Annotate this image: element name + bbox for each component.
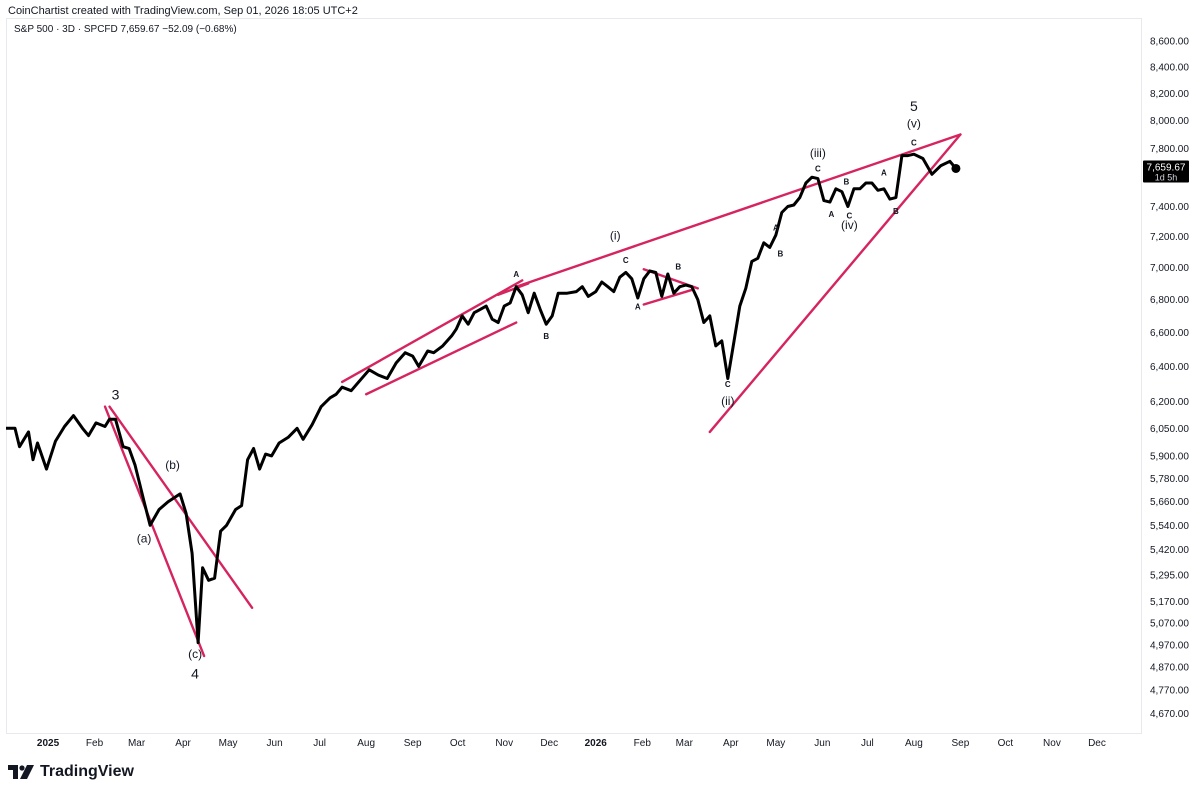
x-tick-label: Sep bbox=[404, 738, 422, 749]
y-tick-label: 5,660.00 bbox=[1150, 497, 1189, 508]
y-tick-label: 5,540.00 bbox=[1150, 521, 1189, 532]
wave-label: B bbox=[843, 177, 849, 186]
wave-label: (iv) bbox=[841, 218, 858, 232]
wave-label: (iii) bbox=[810, 146, 826, 160]
x-tick-label: Jul bbox=[313, 738, 326, 749]
y-tick-label: 5,295.00 bbox=[1150, 571, 1189, 582]
x-tick-label: Oct bbox=[450, 738, 466, 749]
x-tick-label: Feb bbox=[86, 738, 104, 749]
trendline bbox=[364, 321, 518, 396]
wave-label: A bbox=[828, 210, 834, 219]
wave-label: (c) bbox=[188, 647, 202, 661]
x-tick-label: May bbox=[766, 738, 785, 749]
price-tag-box bbox=[1143, 160, 1189, 183]
x-axis: 2025 Feb Mar Apr May Jun Jul Aug Sep Oct Nov Dec 202… bbox=[37, 738, 1106, 749]
y-tick-label: 6,200.00 bbox=[1150, 397, 1189, 408]
wave-label: C bbox=[846, 211, 852, 220]
y-tick-label: 7,200.00 bbox=[1150, 232, 1189, 243]
wave-label: 5 bbox=[910, 98, 918, 114]
wave-label: (v) bbox=[907, 117, 921, 131]
price-series bbox=[6, 152, 961, 645]
last-price-dot bbox=[951, 163, 961, 173]
x-tick-label: Oct bbox=[998, 738, 1014, 749]
countdown-label: 1d 5h bbox=[1155, 173, 1178, 183]
y-axis: 8,600.00 8,400.00 8,200.00 8,000.00 7,800.00… bbox=[1150, 37, 1189, 720]
wave-label: (a) bbox=[137, 531, 152, 545]
trendline bbox=[515, 133, 962, 288]
wave-label: C bbox=[815, 164, 821, 173]
x-tick-label: Nov bbox=[1043, 738, 1061, 749]
x-tick-label: Aug bbox=[905, 738, 923, 749]
wave-label: A bbox=[635, 302, 641, 311]
y-tick-label: 6,050.00 bbox=[1150, 424, 1189, 435]
x-tick-label: Sep bbox=[952, 738, 970, 749]
trendline bbox=[108, 405, 254, 609]
wave-label: C bbox=[911, 139, 917, 148]
wave-label: 4 bbox=[191, 666, 199, 682]
y-tick-label: 8,600.00 bbox=[1150, 37, 1189, 48]
wave-labels: 3(a)(b)(c)4AB(i)CABC(ii)AB(iii)CABC(iv)A… bbox=[112, 98, 921, 681]
wave-label: B bbox=[777, 250, 783, 259]
y-tick-label: 8,200.00 bbox=[1150, 89, 1189, 100]
wave-label: (ii) bbox=[721, 394, 734, 408]
x-tick-label: Mar bbox=[128, 738, 146, 749]
trendline bbox=[642, 288, 694, 306]
wave-label: (i) bbox=[610, 229, 621, 243]
chart-frame bbox=[6, 18, 1142, 734]
y-tick-label: 4,970.00 bbox=[1150, 640, 1189, 651]
chart-credit: CoinChartist created with TradingView.co… bbox=[8, 5, 358, 17]
y-tick-label: 8,400.00 bbox=[1150, 62, 1189, 73]
x-tick-label: Dec bbox=[540, 738, 558, 749]
y-tick-label: 6,600.00 bbox=[1150, 328, 1189, 339]
tradingview-logo: TradingView bbox=[8, 763, 134, 781]
y-tick-label: 5,070.00 bbox=[1150, 618, 1189, 629]
trendline bbox=[708, 133, 962, 434]
current-price-label: 7,659.67 bbox=[1147, 163, 1186, 174]
wave-label: C bbox=[623, 256, 629, 265]
y-tick-label: 4,870.00 bbox=[1150, 663, 1189, 674]
y-tick-label: 5,900.00 bbox=[1150, 451, 1189, 462]
x-tick-label: Jul bbox=[861, 738, 874, 749]
wave-label: B bbox=[675, 262, 681, 271]
y-tick-label: 5,420.00 bbox=[1150, 545, 1189, 556]
wave-label: B bbox=[893, 207, 899, 216]
x-tick-label: Nov bbox=[495, 738, 513, 749]
y-tick-label: 6,400.00 bbox=[1150, 362, 1189, 373]
x-tick-label: Aug bbox=[357, 738, 375, 749]
y-tick-label: 7,400.00 bbox=[1150, 202, 1189, 213]
trendline bbox=[103, 405, 206, 658]
y-tick-label: 7,000.00 bbox=[1150, 263, 1189, 274]
symbol-info: S&P 500 · 3D · SPCFD 7,659.67 −52.09 (−0… bbox=[14, 24, 237, 35]
y-tick-label: 4,670.00 bbox=[1150, 709, 1189, 720]
y-tick-label: 5,780.00 bbox=[1150, 474, 1189, 485]
x-tick-label: Jun bbox=[814, 738, 830, 749]
x-tick-label: Apr bbox=[723, 738, 739, 749]
x-tick-label: Apr bbox=[175, 738, 191, 749]
tradingview-wordmark: TradingView bbox=[40, 763, 134, 780]
trendline bbox=[340, 279, 524, 384]
wave-label: 3 bbox=[112, 387, 120, 403]
y-tick-label: 5,170.00 bbox=[1150, 597, 1189, 608]
wave-label: A bbox=[513, 270, 519, 279]
wave-label: (b) bbox=[165, 458, 180, 472]
wave-label: A bbox=[773, 224, 779, 233]
x-tick-label: May bbox=[219, 738, 238, 749]
tradingview-icon bbox=[8, 765, 34, 779]
x-tick-label: Mar bbox=[676, 738, 694, 749]
wave-label: A bbox=[881, 169, 887, 178]
x-tick-label: 2026 bbox=[585, 738, 608, 749]
y-tick-label: 8,000.00 bbox=[1150, 116, 1189, 127]
wave-label: C bbox=[725, 380, 731, 389]
price-line bbox=[6, 152, 958, 645]
y-tick-label: 7,800.00 bbox=[1150, 144, 1189, 155]
wave-label: B bbox=[543, 332, 549, 341]
y-tick-label: 4,770.00 bbox=[1150, 686, 1189, 697]
x-tick-label: Jun bbox=[267, 738, 283, 749]
y-tick-label: 6,800.00 bbox=[1150, 295, 1189, 306]
x-tick-label: Feb bbox=[634, 738, 652, 749]
x-tick-label: Dec bbox=[1088, 738, 1106, 749]
x-tick-label: 2025 bbox=[37, 738, 60, 749]
